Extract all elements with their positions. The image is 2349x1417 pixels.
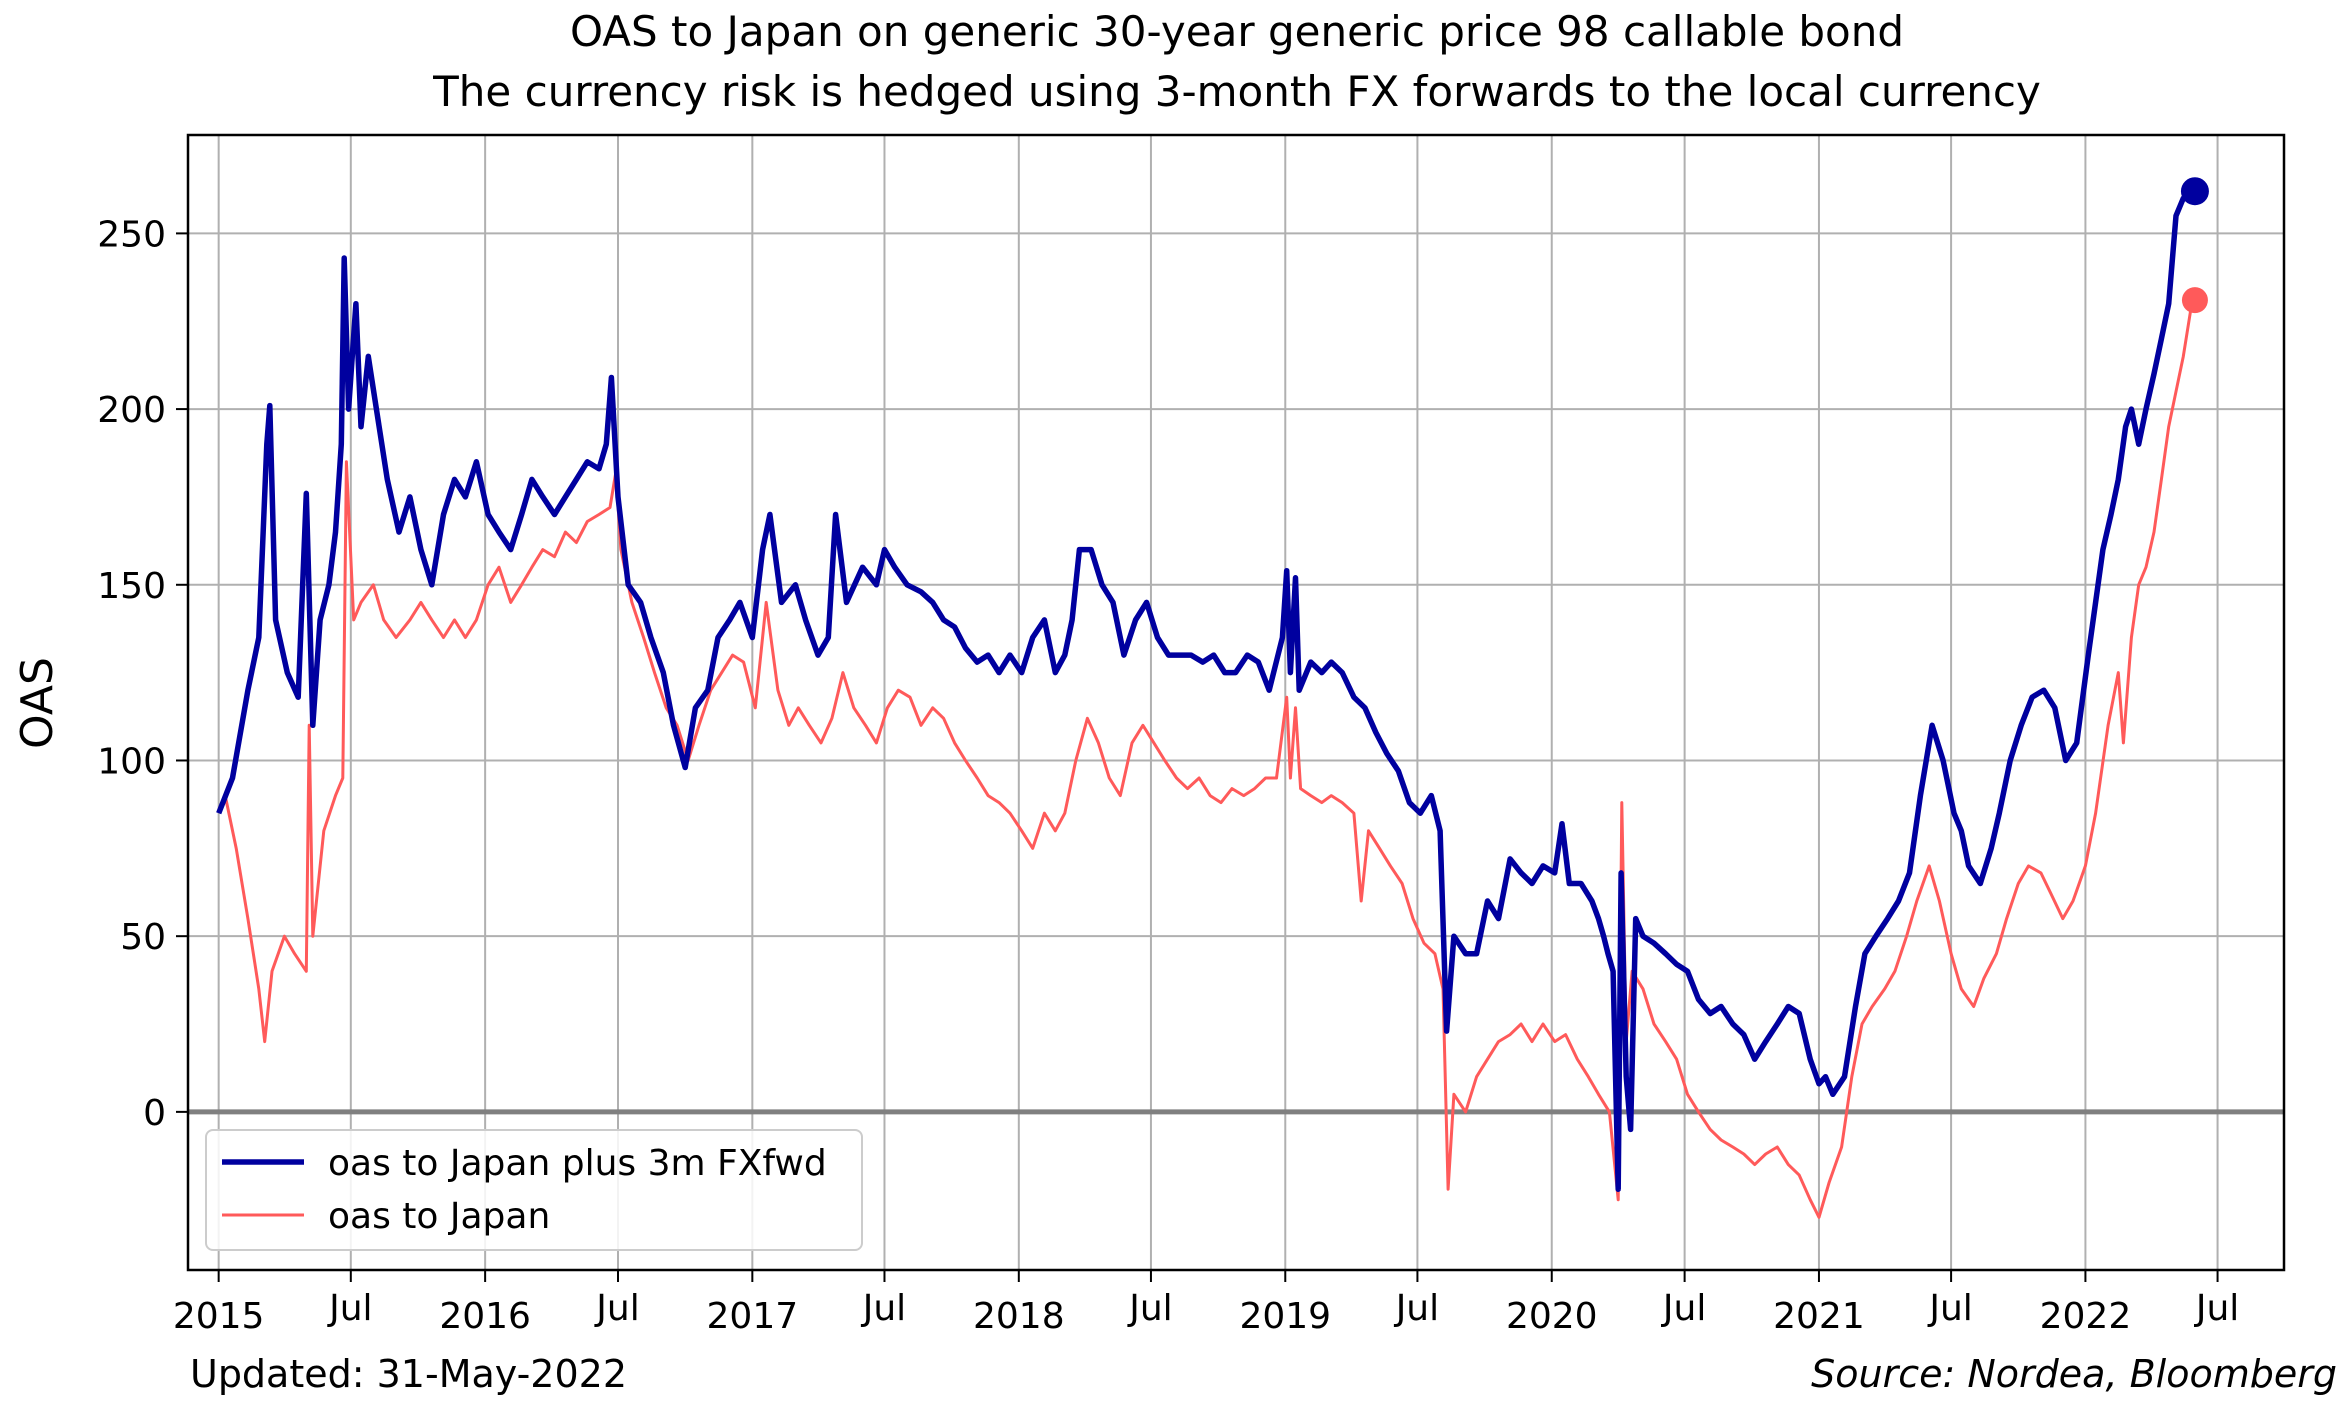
x-tick-label: 2022 — [2040, 1296, 2132, 1337]
chart-title-line-1: OAS to Japan on generic 30-year generic … — [570, 7, 1904, 56]
x-tick-label: 2017 — [707, 1296, 799, 1337]
x-tick-label: Jul — [1394, 1288, 1439, 1329]
plot-frame — [186, 133, 2286, 1272]
series-line-fxfwd — [216, 188, 2195, 1192]
y-tick-label: 150 — [97, 566, 166, 607]
x-tick-label: 2016 — [439, 1296, 531, 1337]
y-tick-label: 250 — [97, 214, 166, 255]
source-note: Source: Nordea, Bloomberg — [1811, 1352, 2337, 1396]
x-tick-label: Jul — [594, 1288, 639, 1329]
series-line-japan — [217, 299, 2197, 1219]
x-tick-label: 2020 — [1506, 1296, 1598, 1337]
updated-note: Updated: 31-May-2022 — [190, 1352, 627, 1396]
x-axis-ticks: 2015 Jul 2016 Jul 2017 Jul 2018 Jul 2019 Jul 2020 J… — [173, 1270, 2239, 1337]
y-tick-label: 200 — [97, 390, 166, 431]
x-tick-label: 2018 — [973, 1296, 1065, 1337]
x-tick-label: Jul — [1127, 1288, 1172, 1329]
y-axis-ticks: 0 50 100 150 200 250 — [97, 214, 188, 1134]
y-tick-label: 0 — [143, 1093, 166, 1134]
x-tick-label: Jul — [1927, 1288, 1972, 1329]
chart-title-line-2: The currency risk is hedged using 3-mont… — [432, 67, 2041, 116]
legend: oas to Japan plus 3m FXfwd oas to Japan — [205, 1129, 863, 1251]
x-tick-label: 2015 — [173, 1296, 265, 1337]
x-tick-label: Jul — [1661, 1288, 1706, 1329]
end-marker-japan — [2181, 287, 2208, 314]
y-tick-label: 100 — [97, 741, 166, 782]
grid-lines — [188, 135, 2284, 1270]
x-tick-label: 2021 — [1773, 1296, 1865, 1337]
end-marker-fxfwd — [2180, 177, 2209, 206]
y-tick-label: 50 — [120, 917, 166, 958]
series-lines — [216, 188, 2197, 1219]
x-tick-label: 2019 — [1239, 1296, 1331, 1337]
x-tick-label: Jul — [861, 1288, 906, 1329]
legend-box — [205, 1129, 863, 1251]
legend-label-japan: oas to Japan — [328, 1196, 550, 1237]
legend-label-fxfwd: oas to Japan plus 3m FXfwd — [328, 1143, 827, 1184]
x-tick-label: Jul — [2194, 1288, 2239, 1329]
x-tick-label: Jul — [327, 1288, 372, 1329]
y-axis-label: OAS — [12, 657, 63, 749]
series-end-markers — [2180, 177, 2209, 314]
